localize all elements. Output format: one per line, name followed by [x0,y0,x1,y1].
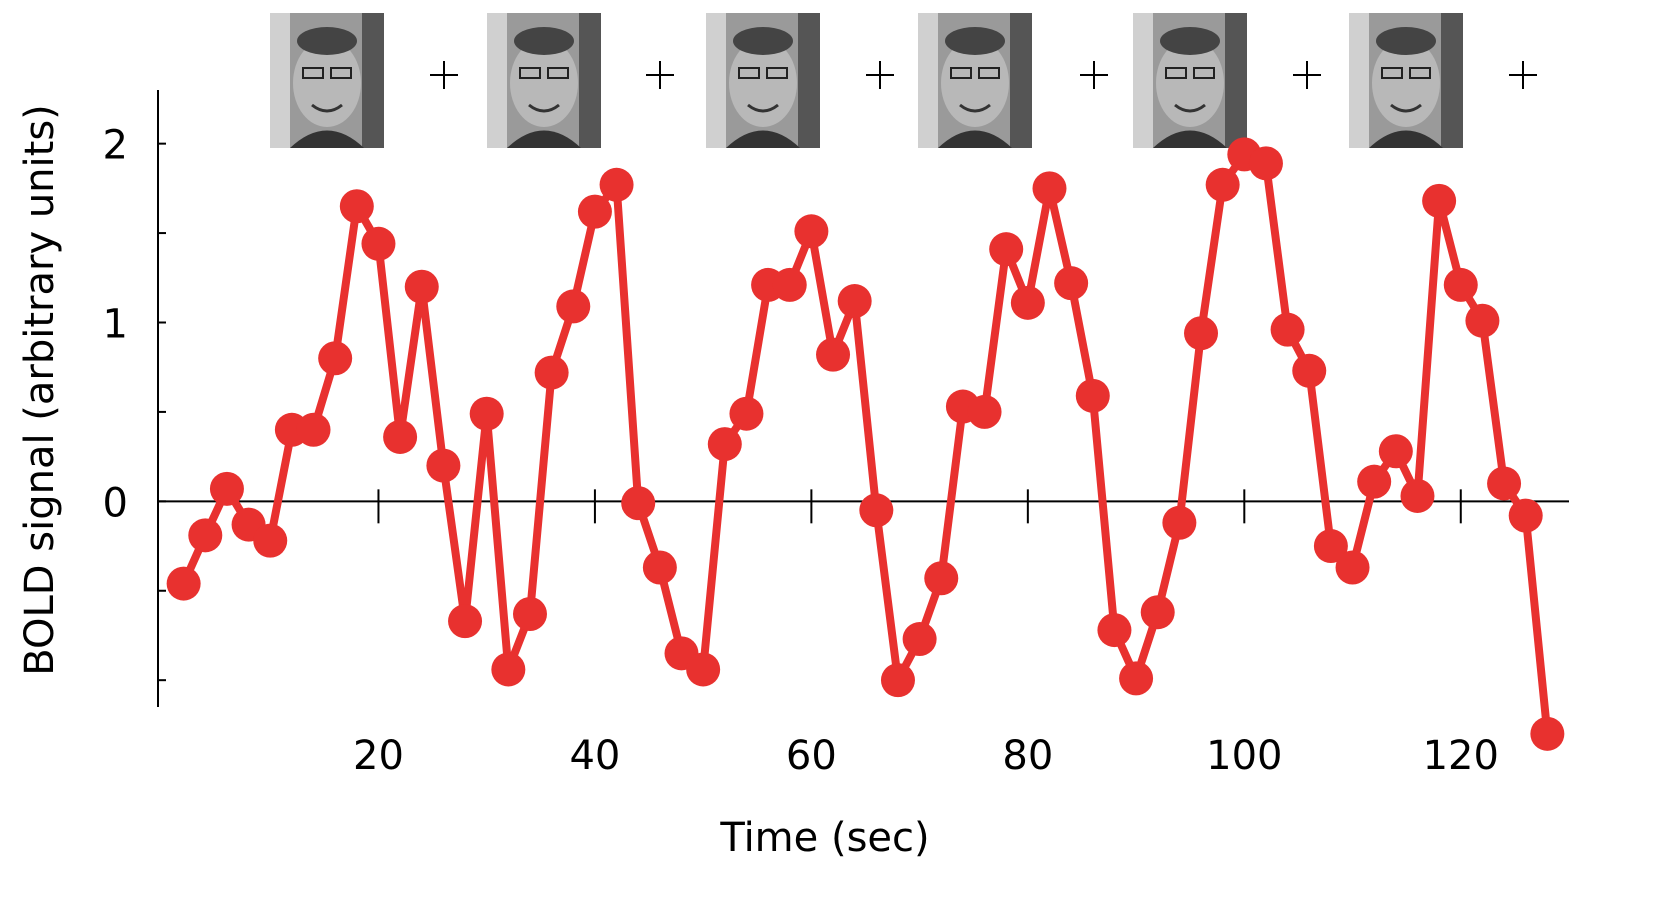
data-point [491,652,526,687]
data-point [318,341,353,376]
x-tick-label: 60 [786,733,837,779]
data-point [1270,312,1305,347]
y-tick-label: 2 [103,123,128,169]
data-point [621,486,656,521]
data-point [794,214,829,249]
data-point [859,493,894,528]
data-point [1378,434,1413,469]
data-point [1313,529,1348,564]
x-tick-label: 40 [569,733,620,779]
y-tick-label: 0 [103,480,128,526]
x-axis-label: Time (sec) [719,815,929,861]
data-point [296,412,331,447]
data-point [707,427,742,462]
data-point [1487,466,1522,501]
data-point [1140,595,1175,630]
data-point [253,523,288,558]
data-point [1075,378,1110,413]
x-tick-label: 80 [1002,733,1053,779]
data-point [729,396,764,431]
data-point [599,167,634,202]
y-axis-label: BOLD signal (arbitrary units) [17,104,63,676]
data-point [1054,266,1089,301]
y-tick-label: 1 [103,301,128,347]
data-point [361,226,396,261]
data-point [1248,146,1283,181]
data-point [188,518,223,553]
data-point [1530,716,1565,751]
data-point [967,394,1002,429]
data-point [383,419,418,454]
data-point [1422,183,1457,218]
data-point [686,652,721,687]
data-line [179,150,1552,735]
data-point [512,597,547,632]
data-point [1465,303,1500,338]
x-tick-label: 20 [353,733,404,779]
data-point [469,396,504,431]
data-point [1184,316,1219,351]
data-point [1010,285,1045,320]
data-point [837,284,872,319]
data-point [1400,478,1435,513]
data-point [577,194,612,229]
data-point [1292,353,1327,388]
data-point [924,561,959,596]
data-point [1032,171,1067,206]
data-point [448,604,483,639]
data-point [1443,267,1478,302]
data-point [642,550,677,585]
data-point [166,566,201,601]
data-point [1097,613,1132,648]
data-point [339,189,374,224]
data-point [1162,505,1197,540]
data-point [534,355,569,390]
data-point [1119,661,1154,696]
data-point [209,471,244,506]
data-point [880,663,915,698]
data-point [1335,550,1370,585]
data-point [556,289,591,324]
data-point [1357,464,1392,499]
data-point [404,269,439,304]
x-tick-label: 120 [1423,733,1499,779]
data-point [1508,498,1543,533]
data-point [426,448,461,483]
stimulus-strip [268,11,1537,150]
data-point [772,267,807,302]
data-point [902,622,937,657]
data-point [989,232,1024,267]
x-tick-label: 100 [1206,733,1282,779]
data-point [816,337,851,372]
data-point [1205,167,1240,202]
